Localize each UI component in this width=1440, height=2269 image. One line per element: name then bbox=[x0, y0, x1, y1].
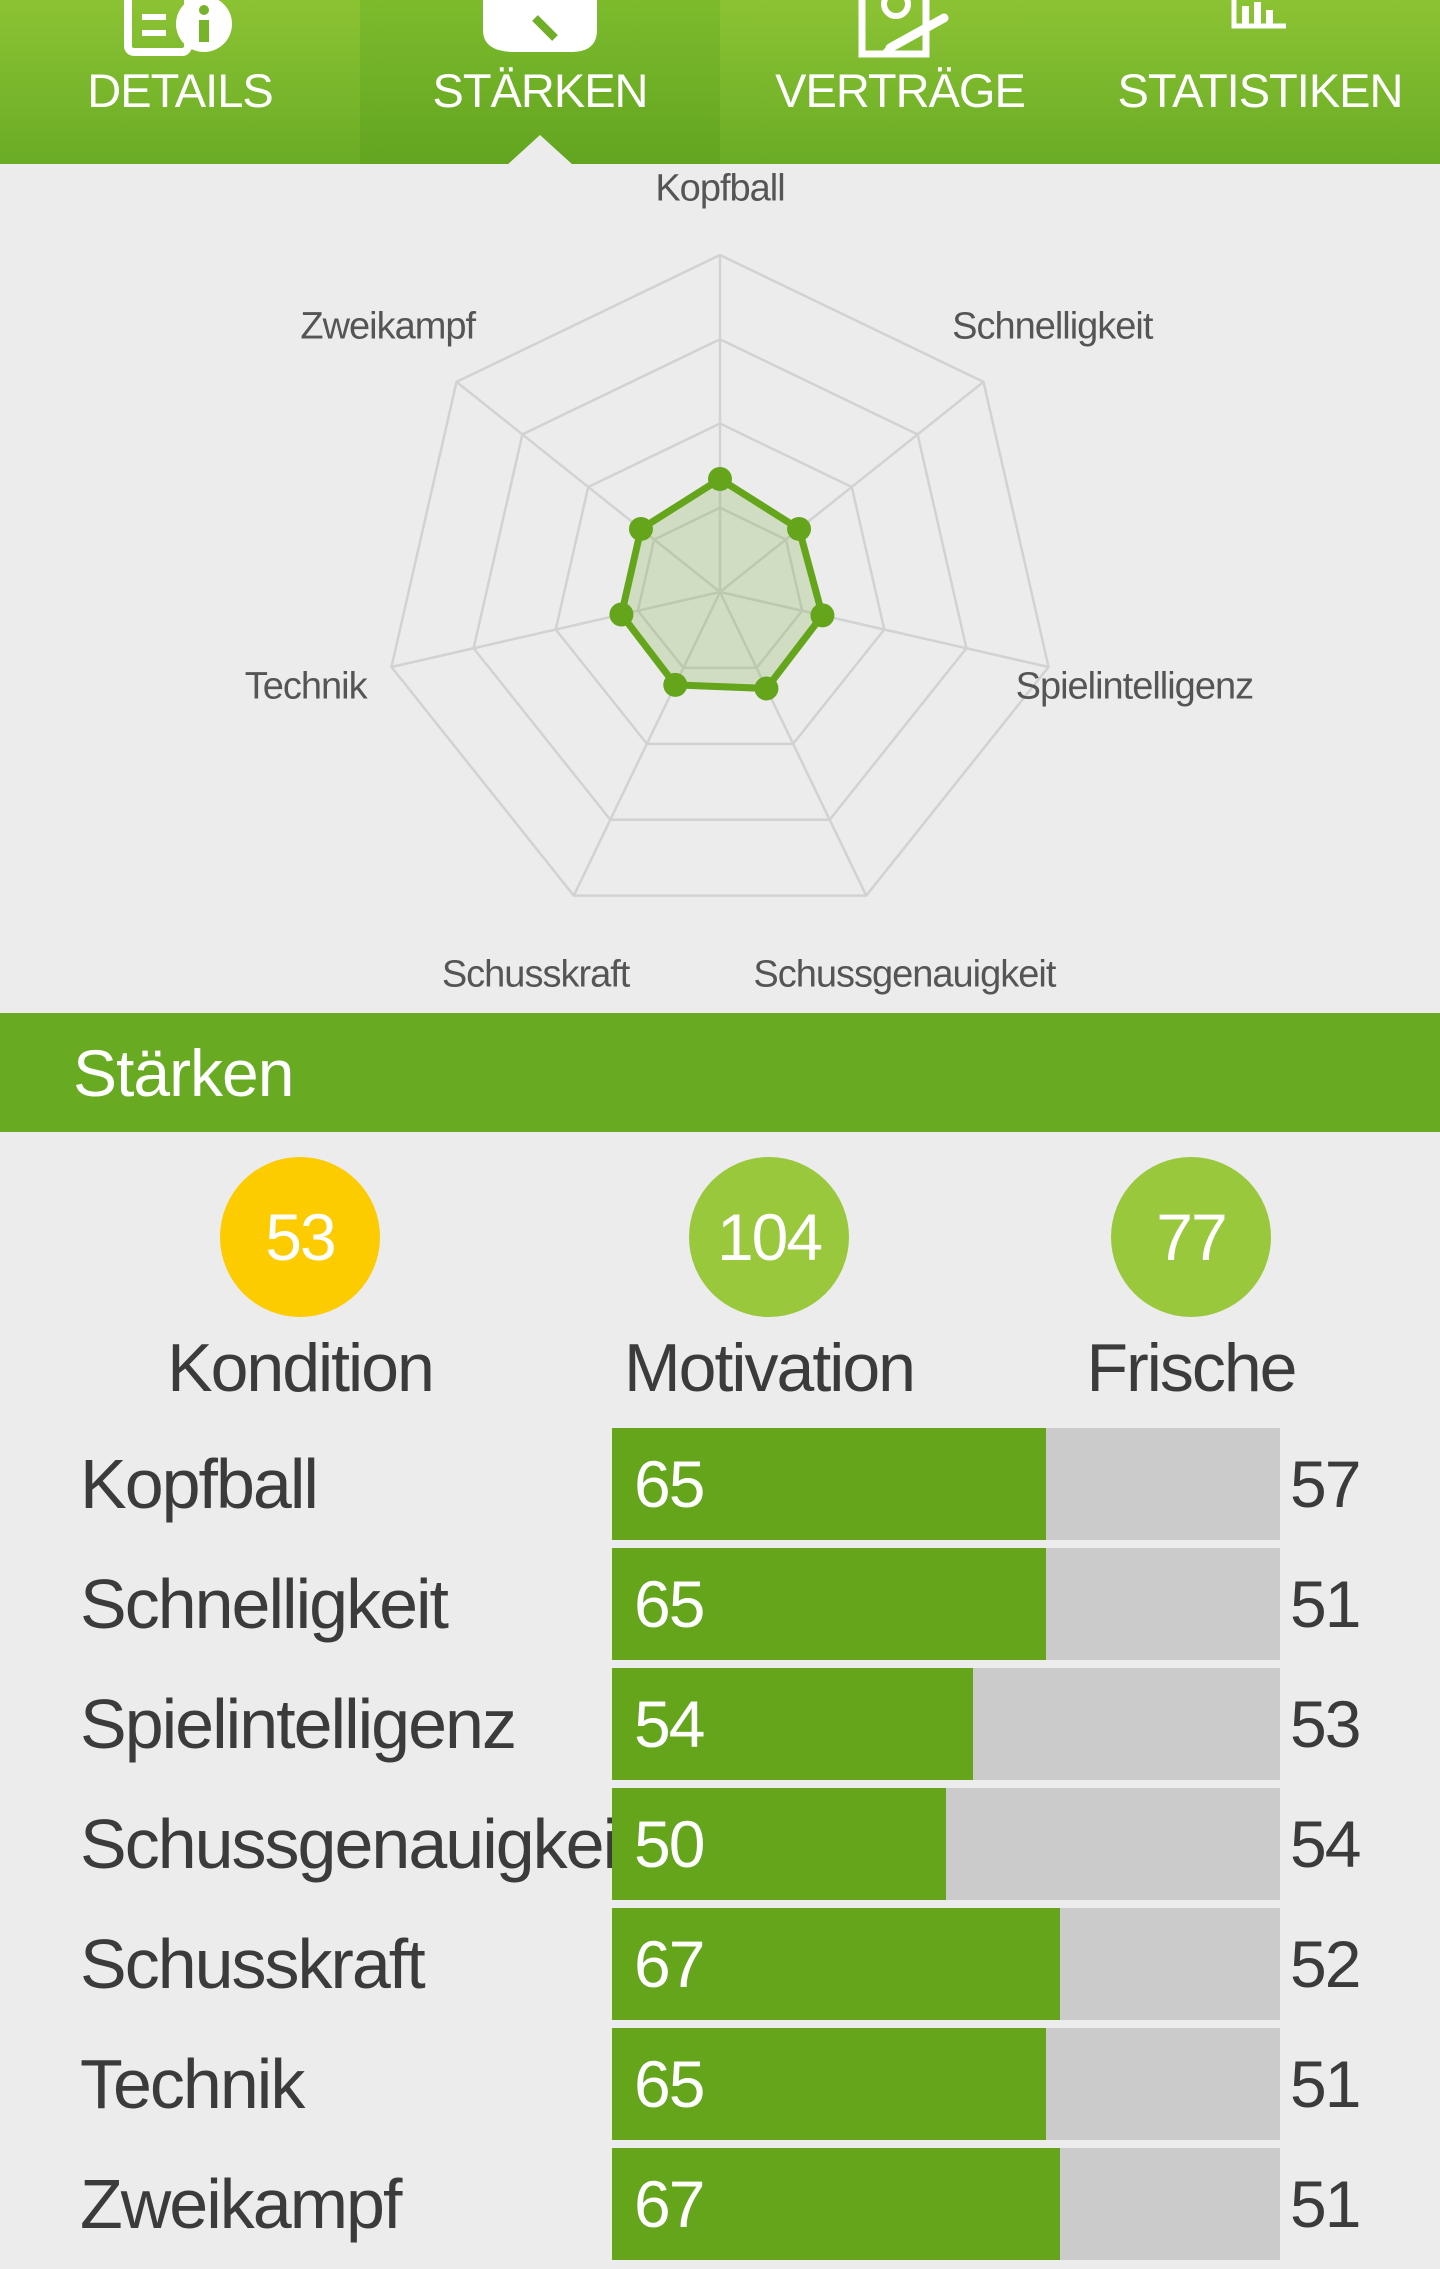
radar-axis-label: Spielintelligenz bbox=[1015, 665, 1254, 708]
stat-bar-fill bbox=[612, 2028, 1046, 2140]
tab-statistiken-label: STATISTIKEN bbox=[1117, 64, 1404, 117]
kondition-circle: 53 bbox=[220, 1157, 380, 1317]
radar-axis-label: Schusskraft bbox=[441, 953, 631, 996]
summary-row: 53 Kondition 104 Motivation 77 Frische bbox=[0, 1157, 1440, 1407]
stat-compare-value: 57 bbox=[1290, 1447, 1361, 1521]
stat-bar: 50 bbox=[612, 1788, 1280, 1900]
tab-vertraege-label: VERTRÄGE bbox=[775, 64, 1026, 117]
stat-name: Kopfball bbox=[80, 1445, 319, 1523]
frische-circle: 77 bbox=[1111, 1157, 1271, 1317]
stat-compare-value: 53 bbox=[1290, 1687, 1361, 1761]
radar-grid-spoke bbox=[391, 590, 721, 669]
summary-kondition: 53 Kondition bbox=[120, 1157, 480, 1407]
radar-data-point bbox=[787, 516, 812, 541]
stat-compare-value: 54 bbox=[1290, 1807, 1361, 1881]
stat-bar-fill bbox=[612, 2148, 1060, 2260]
summary-motivation: 104 Motivation bbox=[589, 1157, 949, 1407]
stat-bar-fill bbox=[612, 1428, 1046, 1540]
contract-icon bbox=[840, 0, 960, 65]
stat-name: Zweikampf bbox=[80, 2165, 402, 2243]
radar-grid-ring bbox=[472, 337, 968, 821]
tab-statistiken[interactable]: STATISTIKEN bbox=[1080, 0, 1440, 164]
statistics-icon bbox=[1200, 0, 1320, 65]
stat-row-schussgenauigkeit: Schussgenauigkeit 50 54 bbox=[0, 1788, 1440, 1900]
stat-name: Technik bbox=[80, 2045, 305, 2123]
radar-axis-label: Schussgenauigkeit bbox=[753, 953, 1056, 996]
stat-value: 65 bbox=[634, 1567, 705, 1641]
radar-grid-ring bbox=[636, 506, 804, 670]
kondition-value: 53 bbox=[265, 1200, 336, 1274]
tab-details[interactable]: DETAILS bbox=[0, 0, 360, 164]
stat-name: Schnelligkeit bbox=[80, 1565, 449, 1643]
tab-vertraege[interactable]: VERTRÄGE bbox=[720, 0, 1080, 164]
radar-grid-spoke bbox=[719, 380, 985, 593]
motivation-label: Motivation bbox=[624, 1330, 916, 1406]
stat-bar-fill bbox=[612, 1788, 946, 1900]
radar-data-point bbox=[810, 603, 835, 628]
stat-compare-value: 51 bbox=[1290, 2167, 1361, 2241]
radar-data-point bbox=[663, 672, 688, 697]
stat-row-schnelligkeit: Schnelligkeit 65 51 bbox=[0, 1548, 1440, 1660]
stat-value: 50 bbox=[634, 1807, 705, 1881]
stat-bar: 67 bbox=[612, 1908, 1280, 2020]
radar-data-point bbox=[754, 676, 779, 701]
stat-row-technik: Technik 65 51 bbox=[0, 2028, 1440, 2140]
stat-row-spielintelligenz: Spielintelligenz 54 53 bbox=[0, 1668, 1440, 1780]
stat-bar-fill bbox=[612, 1668, 973, 1780]
radar-grid-spoke bbox=[719, 590, 1049, 669]
radar-chart: Kopfball Schnelligkeit Spielintelligenz Sch… bbox=[0, 164, 1440, 1013]
active-tab-indicator bbox=[507, 135, 573, 165]
stat-compare-value: 52 bbox=[1290, 1927, 1361, 2001]
section-title: Stärken bbox=[73, 1035, 294, 1110]
stat-compare-value: 51 bbox=[1290, 1567, 1361, 1641]
stat-value: 65 bbox=[634, 2047, 705, 2121]
stat-bar: 65 bbox=[612, 1428, 1280, 1540]
stat-bar: 54 bbox=[612, 1668, 1280, 1780]
stat-value: 67 bbox=[634, 2167, 705, 2241]
stat-bar-fill bbox=[612, 1548, 1046, 1660]
radar-axis-label: Schnelligkeit bbox=[952, 305, 1153, 348]
radar-axis-label: Technik bbox=[244, 665, 368, 708]
stat-bar: 65 bbox=[612, 1548, 1280, 1660]
stat-bar: 65 bbox=[612, 2028, 1280, 2140]
frische-label: Frische bbox=[1086, 1330, 1298, 1406]
radar-axis-label: Kopfball bbox=[655, 167, 785, 210]
summary-frische: 77 Frische bbox=[1011, 1157, 1371, 1407]
tab-staerken-label: STÄRKEN bbox=[432, 64, 649, 117]
stat-value: 65 bbox=[634, 1447, 705, 1521]
radar-series-area bbox=[617, 475, 826, 692]
radar-grid-spoke bbox=[572, 591, 722, 897]
radar-data-point bbox=[628, 516, 653, 541]
stat-compare-value: 51 bbox=[1290, 2047, 1361, 2121]
tab-bar: DETAILS STÄRKEN VERTRÄGE bbox=[0, 0, 1440, 165]
radar-grid-ring bbox=[554, 422, 886, 746]
stat-name: Schussgenauigkeit bbox=[80, 1805, 636, 1883]
details-info-icon bbox=[120, 0, 240, 65]
radar-data-point bbox=[708, 467, 732, 492]
stat-name: Spielintelligenz bbox=[80, 1685, 517, 1763]
stat-name: Schusskraft bbox=[80, 1925, 426, 2003]
stat-row-kopfball: Kopfball 65 57 bbox=[0, 1428, 1440, 1540]
frische-value: 77 bbox=[1156, 1200, 1227, 1274]
radar-grid-ring bbox=[390, 253, 1050, 897]
radar-grid-spoke bbox=[718, 591, 868, 897]
radar-grid-spoke bbox=[455, 380, 721, 593]
tab-details-label: DETAILS bbox=[87, 64, 273, 117]
strength-icon bbox=[475, 0, 605, 61]
stat-bar: 67 bbox=[612, 2148, 1280, 2260]
tab-staerken[interactable]: STÄRKEN bbox=[360, 0, 720, 165]
stat-row-schusskraft: Schusskraft 67 52 bbox=[0, 1908, 1440, 2020]
stat-value: 54 bbox=[634, 1687, 705, 1761]
section-header: Stärken bbox=[0, 1013, 1440, 1132]
radar-data-point bbox=[609, 602, 634, 627]
motivation-value: 104 bbox=[716, 1200, 823, 1274]
stat-bar-fill bbox=[612, 1908, 1060, 2020]
radar-chart-canvas bbox=[390, 253, 1050, 897]
radar-axis-label: Zweikampf bbox=[300, 305, 476, 348]
kondition-label: Kondition bbox=[167, 1330, 435, 1406]
stat-row-zweikampf: Zweikampf 67 51 bbox=[0, 2148, 1440, 2260]
stat-value: 67 bbox=[634, 1927, 705, 2001]
motivation-circle: 104 bbox=[689, 1157, 849, 1317]
